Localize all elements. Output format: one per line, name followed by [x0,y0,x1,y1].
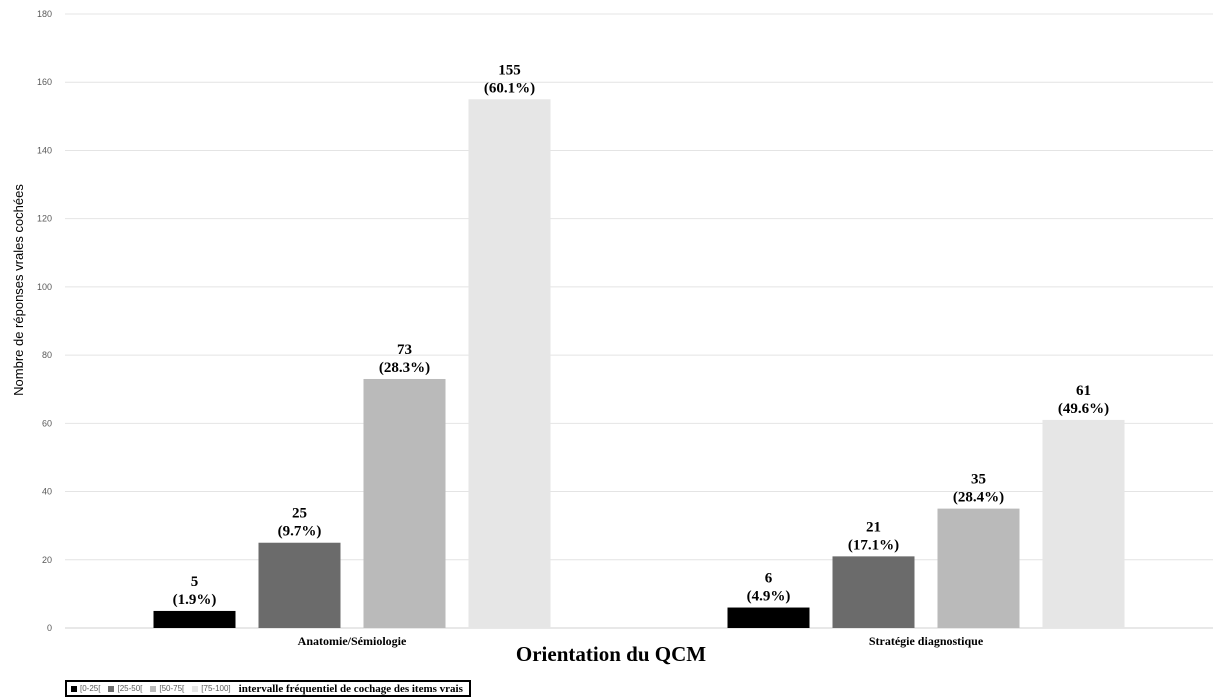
y-axis-label: Nombre de réponses vrales cochées [11,184,26,396]
x-axis-title: Orientation du QCM [516,642,706,666]
data-label-percent: (60.1%) [484,80,535,96]
y-tick-label: 120 [37,214,52,224]
y-tick-label: 100 [37,282,52,292]
legend-swatch [150,685,157,692]
data-labels: 5 (1.9%) 25 (9.7%) 73 (28.3%) 155 (60.1%) 6 (4.9%… [173,62,1110,608]
data-label-value: 73 [397,342,412,358]
y-axis-ticks: 0 20 40 60 80 100 120 140 160 180 [37,9,52,633]
data-label-percent: (17.1%) [848,537,899,553]
bars [153,99,1125,629]
y-tick-label: 0 [47,623,52,633]
legend-swatch [71,685,77,692]
bar-chart: 0 20 40 60 80 100 120 140 160 180 5 (1.9%) 25 (9.7%)… [11,9,1213,666]
bar [937,508,1020,628]
data-label-percent: (4.9%) [747,589,791,605]
y-tick-label: 40 [42,487,52,497]
y-tick-label: 180 [37,9,52,19]
bar [727,607,810,628]
legend-item: [50-75[ [150,684,184,693]
y-tick-label: 140 [37,145,52,155]
y-tick-label: 80 [42,350,52,360]
data-label-value: 25 [292,506,307,522]
bar [832,556,915,628]
legend-item: [0-25[ [71,684,100,693]
legend-title: intervalle fréquentiel de cochage des it… [238,682,463,695]
data-label-value: 61 [1076,383,1091,399]
legend-swatch [108,685,115,692]
legend-label: [50-75[ [159,684,185,693]
legend-label: [0-25[ [80,684,101,693]
y-tick-label: 60 [42,418,52,428]
category-label: Stratégie diagnostique [869,634,984,648]
bar [363,378,446,628]
category-labels: Anatomie/Sémiologie Stratégie diagnostiqu… [298,634,984,648]
y-tick-label: 160 [37,77,52,87]
data-label-percent: (28.4%) [953,490,1004,506]
bar [468,99,551,629]
legend: [0-25[ [25-50[ [50-75[ [75-100] intervalle … [65,680,471,697]
data-label-value: 5 [191,574,199,590]
legend-item: [25-50[ [108,684,142,693]
data-label-percent: (9.7%) [278,524,322,540]
y-tick-label: 20 [42,555,52,565]
data-label-value: 21 [866,519,881,535]
bar [153,610,236,628]
data-label-percent: (1.9%) [173,592,217,608]
legend-label: [75-100] [201,684,231,693]
legend-items: [0-25[ [25-50[ [50-75[ [75-100] [71,684,239,693]
legend-label: [25-50[ [117,684,143,693]
bar [258,542,341,628]
data-label-value: 35 [971,472,986,488]
bar [1042,419,1125,628]
legend-item: [75-100] [192,684,231,693]
gridlines [65,13,1213,629]
data-label-value: 6 [765,571,773,587]
data-label-percent: (49.6%) [1058,401,1109,417]
data-label-percent: (28.3%) [379,360,430,376]
data-label-value: 155 [498,62,521,78]
legend-swatch [192,685,199,692]
category-label: Anatomie/Sémiologie [298,634,407,648]
